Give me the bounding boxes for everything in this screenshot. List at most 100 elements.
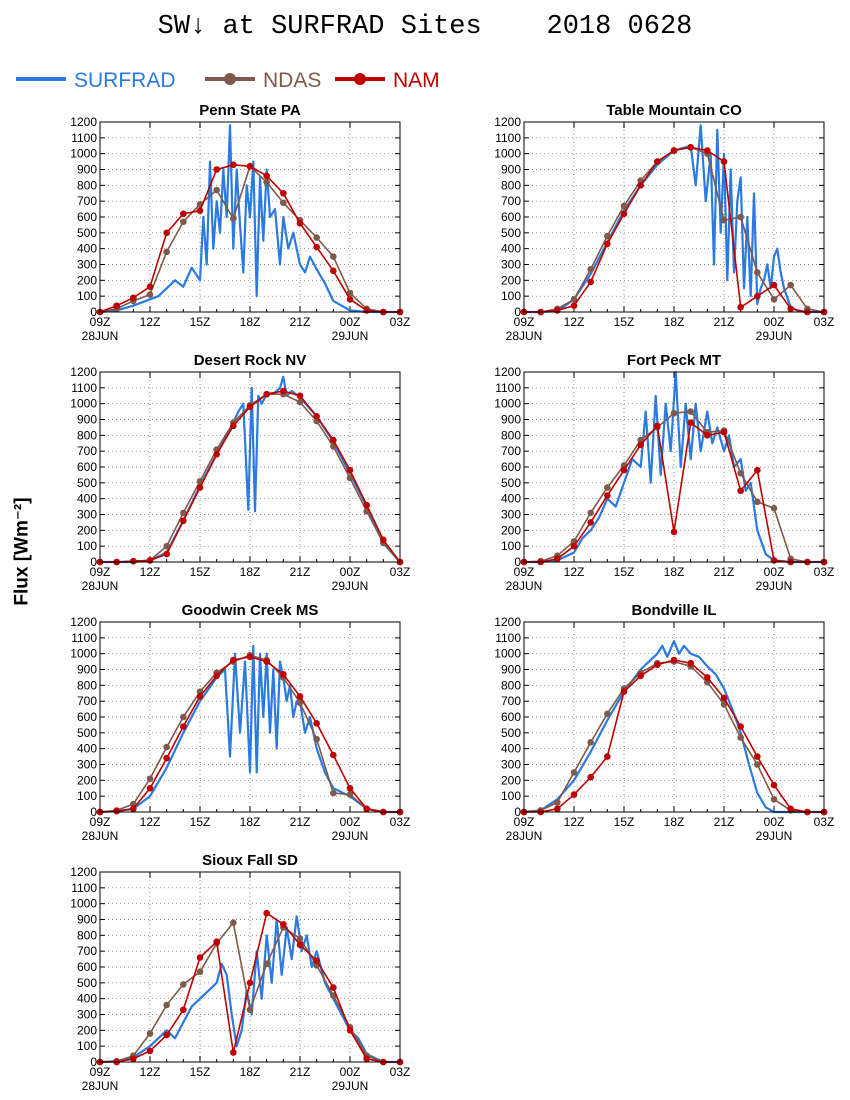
point-nam	[637, 672, 644, 680]
x-tick-label: 15Z	[614, 565, 635, 579]
series-line-surfrad	[99, 915, 400, 1064]
point-nam	[770, 781, 778, 789]
point-ndas	[737, 470, 744, 477]
x-tick-label: 00Z	[764, 815, 785, 829]
y-tick-label: 400	[501, 742, 521, 756]
point-ndas	[737, 213, 744, 221]
point-nam	[313, 243, 320, 251]
x-tick-label: 00Z	[340, 815, 361, 829]
point-ndas	[770, 296, 778, 303]
point-ndas	[330, 253, 337, 260]
y-tick-label: 200	[77, 523, 97, 537]
y-tick-label: 700	[77, 194, 97, 208]
y-tick-label: 0	[514, 555, 521, 569]
x-tick-label: 15Z	[190, 815, 211, 829]
y-tick-label: 500	[501, 726, 521, 740]
x-date-label: 29JUN	[756, 579, 793, 593]
y-tick-label: 1100	[495, 131, 521, 145]
y-tick-label: 900	[77, 663, 97, 677]
x-tick-label: 21Z	[714, 815, 735, 829]
y-tick-label: 0	[90, 305, 97, 319]
y-tick-label: 1100	[71, 631, 97, 645]
y-tick-label: 800	[77, 178, 97, 192]
x-tick-label: 09Z	[90, 315, 111, 329]
point-nam	[146, 557, 154, 564]
point-ndas	[163, 248, 170, 256]
point-nam	[604, 240, 611, 248]
plot-frame	[99, 621, 401, 813]
point-ndas	[296, 699, 304, 707]
point-nam	[704, 674, 711, 681]
point-ndas	[737, 734, 744, 741]
point-ndas	[330, 789, 337, 797]
x-tick-label: 00Z	[340, 1065, 361, 1079]
point-nam	[737, 303, 744, 311]
point-nam	[687, 659, 694, 667]
legend-item-nam: NAM	[335, 69, 440, 92]
point-nam	[720, 158, 728, 165]
point-nam	[637, 441, 644, 449]
point-ndas	[787, 281, 794, 289]
y-tick-label: 100	[77, 1039, 97, 1053]
x-tick-label: 21Z	[290, 1065, 311, 1079]
y-tick-label: 300	[77, 508, 97, 522]
y-tick-label: 200	[77, 773, 97, 787]
point-nam	[787, 805, 794, 813]
y-tick-label: 300	[77, 758, 97, 772]
series-line-ndas	[523, 660, 824, 813]
legend-label: SURFRAD	[74, 69, 176, 92]
point-nam	[313, 720, 320, 727]
point-nam	[196, 954, 204, 961]
point-nam	[363, 1055, 370, 1063]
point-nam	[196, 693, 204, 700]
point-nam	[720, 694, 728, 702]
y-tick-label: 1100	[71, 881, 97, 895]
plot-frame	[523, 121, 825, 313]
point-nam	[570, 791, 578, 798]
series-line-surfrad	[524, 370, 824, 564]
point-nam	[213, 451, 220, 458]
x-date-label: 29JUN	[332, 579, 369, 593]
point-nam	[363, 501, 370, 509]
legend: SURFRAD NDAS NAM	[16, 69, 440, 92]
point-nam	[620, 210, 628, 218]
x-tick-label: 18Z	[664, 315, 685, 329]
point-ndas	[587, 509, 594, 517]
point-nam	[263, 390, 270, 398]
x-date-label: 29JUN	[756, 829, 793, 843]
x-tick-label: 18Z	[664, 815, 685, 829]
point-ndas	[570, 296, 578, 303]
legend-label: NDAS	[263, 69, 321, 92]
point-ndas	[180, 509, 187, 517]
x-tick-label: 21Z	[714, 565, 735, 579]
point-ndas	[163, 743, 170, 751]
point-nam	[346, 466, 354, 474]
y-tick-label: 400	[77, 742, 97, 756]
point-nam	[146, 283, 154, 290]
point-nam	[754, 292, 761, 300]
y-tick-label: 400	[77, 492, 97, 506]
point-nam	[280, 920, 287, 928]
point-nam	[654, 661, 661, 669]
x-tick-label: 21Z	[714, 315, 735, 329]
y-tick-label: 300	[501, 758, 521, 772]
point-nam	[704, 147, 711, 154]
y-tick-label: 400	[501, 492, 521, 506]
y-tick-label: 600	[501, 210, 521, 224]
y-tick-label: 500	[77, 476, 97, 490]
x-tick-label: 18Z	[240, 315, 261, 329]
point-nam	[363, 307, 370, 314]
y-tick-label: 800	[501, 678, 521, 692]
y-tick-label: 100	[77, 289, 97, 303]
point-ndas	[163, 542, 170, 550]
x-tick-label: 09Z	[514, 815, 535, 829]
point-nam	[146, 784, 154, 792]
series-line-ndas	[523, 410, 824, 563]
point-ndas	[180, 713, 187, 721]
plot-frame	[99, 871, 401, 1063]
x-tick-label: 15Z	[190, 1065, 211, 1079]
x-tick-label: 15Z	[614, 815, 635, 829]
point-nam	[246, 403, 254, 411]
y-tick-label: 1200	[494, 615, 521, 629]
y-tick-label: 500	[501, 226, 521, 240]
